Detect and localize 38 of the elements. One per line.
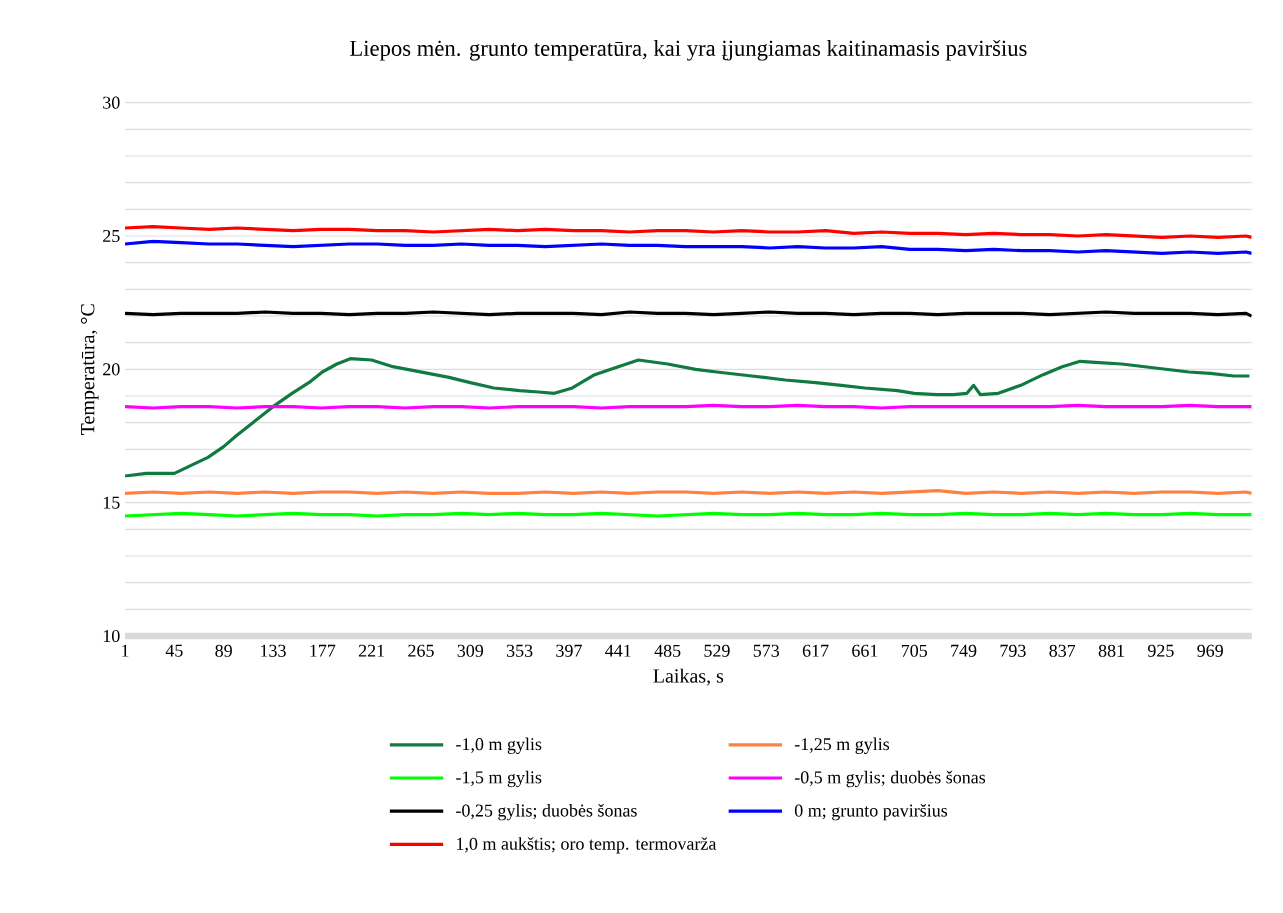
x-tick-label: 89 (215, 644, 232, 657)
legend-label: -0,25 gylis; duobės šonas (456, 803, 637, 821)
x-tick-label: 617 (802, 644, 829, 657)
legend-label: 0 m; grunto paviršius (794, 803, 948, 821)
x-tick-label: 45 (165, 644, 183, 657)
x-tick-label: 397 (556, 644, 582, 657)
x-tick-label: 749 (951, 644, 977, 657)
x-tick-label: 661 (852, 644, 878, 657)
x-tick-label: 793 (1000, 644, 1026, 657)
x-tick-label: 881 (1098, 644, 1124, 657)
x-tick-label: 265 (408, 644, 434, 657)
x-tick-label: 353 (506, 644, 533, 657)
legend-label: -1,25 m gylis (794, 737, 890, 754)
chart-title: Liepos mėn. grunto temperatūra, kai yra įjungiamas kaitinamasis paviršius (350, 39, 1027, 61)
y-tick-label: 20 (103, 363, 120, 376)
x-tick-label: 529 (704, 644, 730, 657)
x-tick-label: 705 (901, 644, 928, 657)
x-tick-label: 441 (605, 644, 631, 657)
x-tick-label: 969 (1197, 644, 1223, 657)
x-tick-label: 133 (261, 644, 286, 657)
y-tick-label: 10 (103, 629, 120, 643)
legend-label: 1,0 m aukštis; oro temp. termovarža (457, 837, 717, 854)
x-tick-label: 837 (1049, 644, 1076, 657)
x-tick-label: 1 (122, 644, 129, 657)
legend-label: -0,5 m gylis; duobės šonas (794, 770, 986, 788)
x-tick-label: 925 (1147, 644, 1174, 657)
y-axis-title: Temperatūra, °C (80, 304, 99, 436)
y-tick-label: 15 (103, 496, 120, 509)
x-tick-label: 309 (457, 644, 484, 657)
x-tick-label: 221 (358, 644, 385, 657)
y-tick-label: 30 (103, 96, 120, 109)
legend-label: -1,5 m gylis (456, 770, 542, 788)
y-tick-label: 25 (103, 229, 120, 243)
x-tick-label: 573 (753, 644, 780, 657)
x-tick-label: 485 (654, 644, 681, 657)
x-axis-title: Laikas, s (653, 668, 724, 686)
x-tick-label: 177 (310, 644, 336, 657)
legend-label: -1,0 m gylis (456, 737, 542, 754)
